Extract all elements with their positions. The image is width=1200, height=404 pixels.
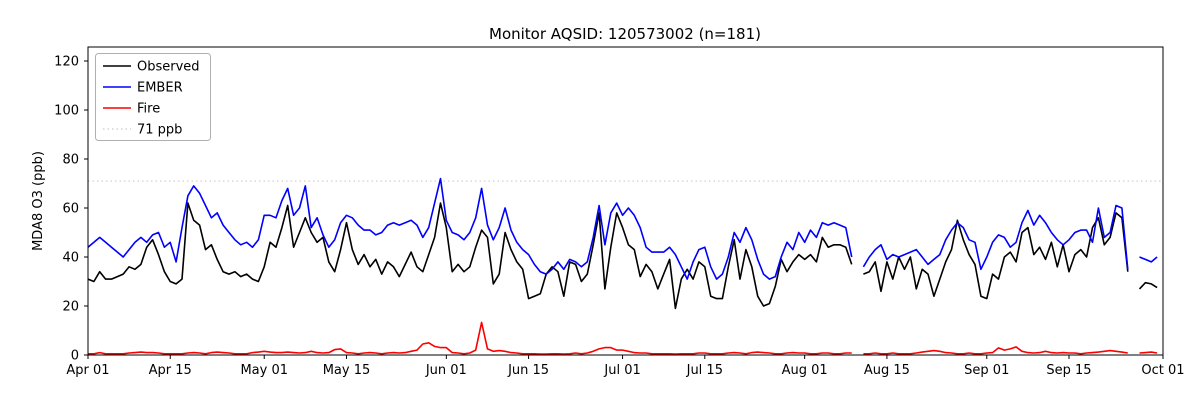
x-tick-label: Apr 01 — [66, 363, 109, 378]
chart-title: Monitor AQSID: 120573002 (n=181) — [489, 25, 761, 43]
y-tick-label: 20 — [62, 300, 79, 315]
x-tick-label: Sep 01 — [964, 363, 1009, 378]
x-tick-label: Apr 15 — [149, 363, 192, 378]
legend-label-threshold: 71 ppb — [137, 123, 182, 138]
ember-line — [87, 177, 1158, 280]
axes-border — [87, 46, 1164, 356]
x-tick-label: Aug 01 — [782, 363, 828, 378]
x-tick-label: Oct 01 — [1141, 363, 1184, 378]
legend-label-ember: EMBER — [137, 81, 183, 96]
x-tick-label: Jul 01 — [603, 363, 640, 378]
observed-line — [87, 202, 1158, 310]
legend: Observed EMBER Fire 71 ppb — [95, 53, 211, 141]
x-tick-label: Jun 15 — [507, 363, 549, 378]
x-tick-label: May 01 — [240, 363, 288, 378]
y-tick-label: 60 — [62, 202, 79, 217]
y-axis-label: MDA8 O3 (ppb) — [31, 151, 46, 251]
x-tick-label: Jun 01 — [425, 363, 467, 378]
legend-label-fire: Fire — [137, 102, 160, 117]
y-tick-label: 120 — [54, 55, 79, 70]
x-tick-label: Aug 15 — [864, 363, 910, 378]
fire-line — [88, 321, 1158, 355]
y-tick-label: 40 — [62, 251, 79, 266]
y-tick-label: 0 — [71, 349, 79, 364]
legend-label-observed: Observed — [137, 60, 200, 75]
plot-lines — [87, 177, 1163, 355]
x-tick-label: May 15 — [323, 363, 371, 378]
y-tick-label: 80 — [62, 153, 79, 168]
x-tick-label: Sep 15 — [1046, 363, 1091, 378]
x-tick-label: Jul 15 — [686, 363, 723, 378]
legend-box — [95, 53, 211, 141]
y-tick-label: 100 — [54, 104, 79, 119]
axis-ticks: Apr 01 Apr 15 May 01 May 15 Jun 01 Jun 15 Jul … — [54, 55, 1184, 379]
